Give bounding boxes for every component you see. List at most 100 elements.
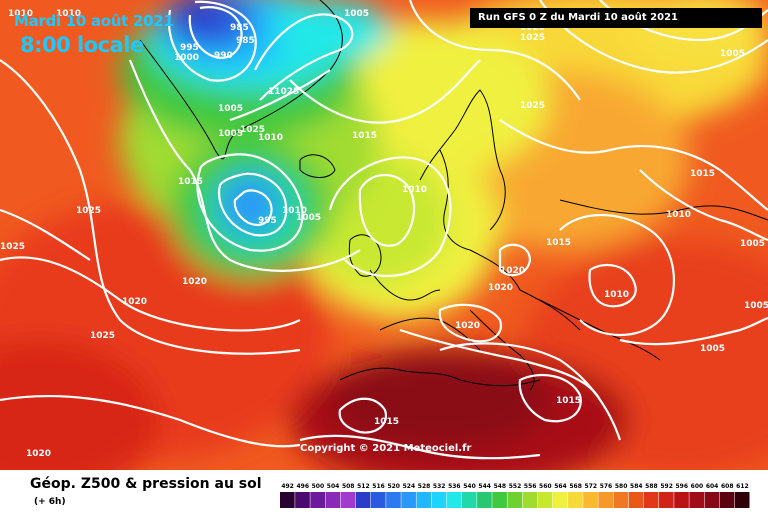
color-scale-swatch <box>719 492 735 508</box>
color-scale-swatch <box>401 492 416 508</box>
color-scale-tick: 580 <box>615 483 628 490</box>
color-scale-tick: 600 <box>691 483 704 490</box>
copyright-notice: Copyright © 2021 Meteociel.fr <box>300 443 472 454</box>
color-scale-swatch <box>674 492 689 508</box>
color-scale-tick: 592 <box>660 483 673 490</box>
color-scale-tick: 544 <box>478 483 491 490</box>
isobar-label: 985 <box>236 36 255 46</box>
color-scale-tick: 528 <box>418 483 431 490</box>
color-scale-tick: 524 <box>403 483 416 490</box>
color-scale-swatch <box>310 492 325 508</box>
color-scale-swatch <box>492 492 507 508</box>
isobar-label: 11025 <box>268 87 299 97</box>
isobar-label: 1010 <box>56 9 81 19</box>
color-scale-tick: 588 <box>645 483 658 490</box>
legend-subtitle: (+ 6h) <box>34 497 66 507</box>
color-scale-swatch <box>552 492 568 508</box>
isobar-label: 1015 <box>374 417 399 427</box>
pressure-map: 1010 101098598599099510001005102510201005… <box>0 0 768 470</box>
isobar-label: 1015 <box>556 396 581 406</box>
color-scale-swatch <box>734 492 750 508</box>
color-scale-swatch <box>643 492 659 508</box>
color-scale-tick: 496 <box>296 483 309 490</box>
color-scale-tick: 520 <box>387 483 400 490</box>
isobar-label: 1005 <box>720 49 745 59</box>
color-scale-swatch <box>613 492 629 508</box>
color-scale-tick: 540 <box>463 483 476 490</box>
color-scale-tick: 512 <box>357 483 370 490</box>
color-scale-tick: 516 <box>372 483 385 490</box>
color-scale-swatch <box>704 492 720 508</box>
isobar-label: 1010 <box>604 290 629 300</box>
map-time: 8:00 locale <box>20 33 144 57</box>
color-scale-swatch <box>280 492 295 508</box>
legend-title: Géop. Z500 & pression au sol <box>30 476 262 492</box>
isobar-label: 1010 <box>402 185 427 195</box>
color-scale-tick: 560 <box>539 483 552 490</box>
isobar-label: 1000 <box>174 53 199 63</box>
isobar-label: 1015 <box>546 238 571 248</box>
isobar-label: 1010 <box>8 9 33 19</box>
color-scale-swatch <box>386 492 401 508</box>
color-scale-swatch <box>477 492 492 508</box>
isobar-label: 1025 <box>0 242 25 252</box>
color-scale: 492 496 500 504 508 512 516 520 524 528 532 536 540 5… <box>280 483 750 508</box>
isobar-label: 1010 <box>258 133 283 143</box>
color-scale-tick: 584 <box>630 483 643 490</box>
isobar-label: 1025 <box>240 125 265 135</box>
color-scale-swatch <box>522 492 538 508</box>
isobar-label: 1025 <box>520 101 545 111</box>
color-scale-swatch <box>461 492 477 508</box>
color-scale-swatch <box>325 492 341 508</box>
isobar-label: 995 <box>180 43 199 53</box>
color-scale-tick: 504 <box>327 483 340 490</box>
color-scale-tick: 568 <box>569 483 582 490</box>
geopotential-field <box>0 0 768 470</box>
color-scale-tick: 576 <box>600 483 613 490</box>
isobar-label: 1005 <box>218 129 243 139</box>
isobar-label: 1015 <box>178 177 203 187</box>
color-scale-tick: 604 <box>706 483 719 490</box>
isobar-lines <box>0 0 768 460</box>
color-scale-swatch <box>659 492 674 508</box>
legend-panel: Géop. Z500 & pression au sol (+ 6h) 492 4… <box>0 470 768 512</box>
color-scale-swatch <box>689 492 705 508</box>
isobar-label: 1020 <box>455 321 480 331</box>
color-scale-swatch <box>446 492 462 508</box>
color-scale-swatch <box>355 492 371 508</box>
color-scale-tick: 596 <box>676 483 689 490</box>
isobar-label: 1010 <box>282 206 307 216</box>
color-scale-swatch <box>416 492 432 508</box>
isobar-label: 1025 <box>90 331 115 341</box>
color-scale-swatch <box>568 492 583 508</box>
isobar-label: 1015 <box>690 169 715 179</box>
isobar-label: 985 <box>230 23 249 33</box>
isobar-label: 1020 <box>488 283 513 293</box>
color-scale-swatch <box>628 492 644 508</box>
isobar-label: 1015 <box>352 131 377 141</box>
map-date: Mardi 10 août 2021 <box>14 12 174 30</box>
isobar-label: 1025 <box>520 33 545 43</box>
isobar-label: 990 <box>214 51 233 61</box>
isobar-label: 1005 <box>344 9 369 19</box>
color-scale-tick: 508 <box>342 483 355 490</box>
isobar-label: 1025 <box>76 206 101 216</box>
isobar-labels: 1010 101098598599099510001005102510201005… <box>0 9 768 459</box>
color-scale-tick: 552 <box>509 483 522 490</box>
color-scale-tick: 556 <box>524 483 537 490</box>
color-scale-swatch <box>507 492 523 508</box>
isobar-label: 1020 <box>122 297 147 307</box>
isobar-label: 1005 <box>700 344 725 354</box>
color-scale-tick: 532 <box>433 483 446 490</box>
isobar-label: 1005 <box>740 239 765 249</box>
isobar-label: 1020 <box>182 277 207 287</box>
color-scale-tick: 500 <box>312 483 325 490</box>
color-scale-swatch <box>370 492 386 508</box>
color-scale-tick: 536 <box>448 483 461 490</box>
isobar-label: 1010 <box>666 210 691 220</box>
color-scale-tick: 612 <box>736 483 749 490</box>
color-scale-tick: 572 <box>585 483 598 490</box>
isobar-label: 1020 <box>26 449 51 459</box>
color-scale-swatch <box>295 492 310 508</box>
